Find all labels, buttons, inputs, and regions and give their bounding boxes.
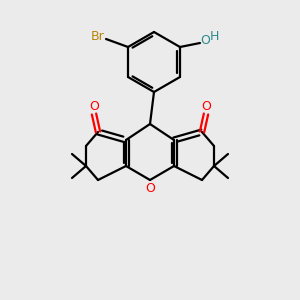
Text: O: O <box>200 34 210 47</box>
Text: O: O <box>201 100 211 113</box>
Text: Br: Br <box>91 31 105 44</box>
Text: O: O <box>145 182 155 194</box>
Text: O: O <box>89 100 99 113</box>
Text: H: H <box>209 29 219 43</box>
